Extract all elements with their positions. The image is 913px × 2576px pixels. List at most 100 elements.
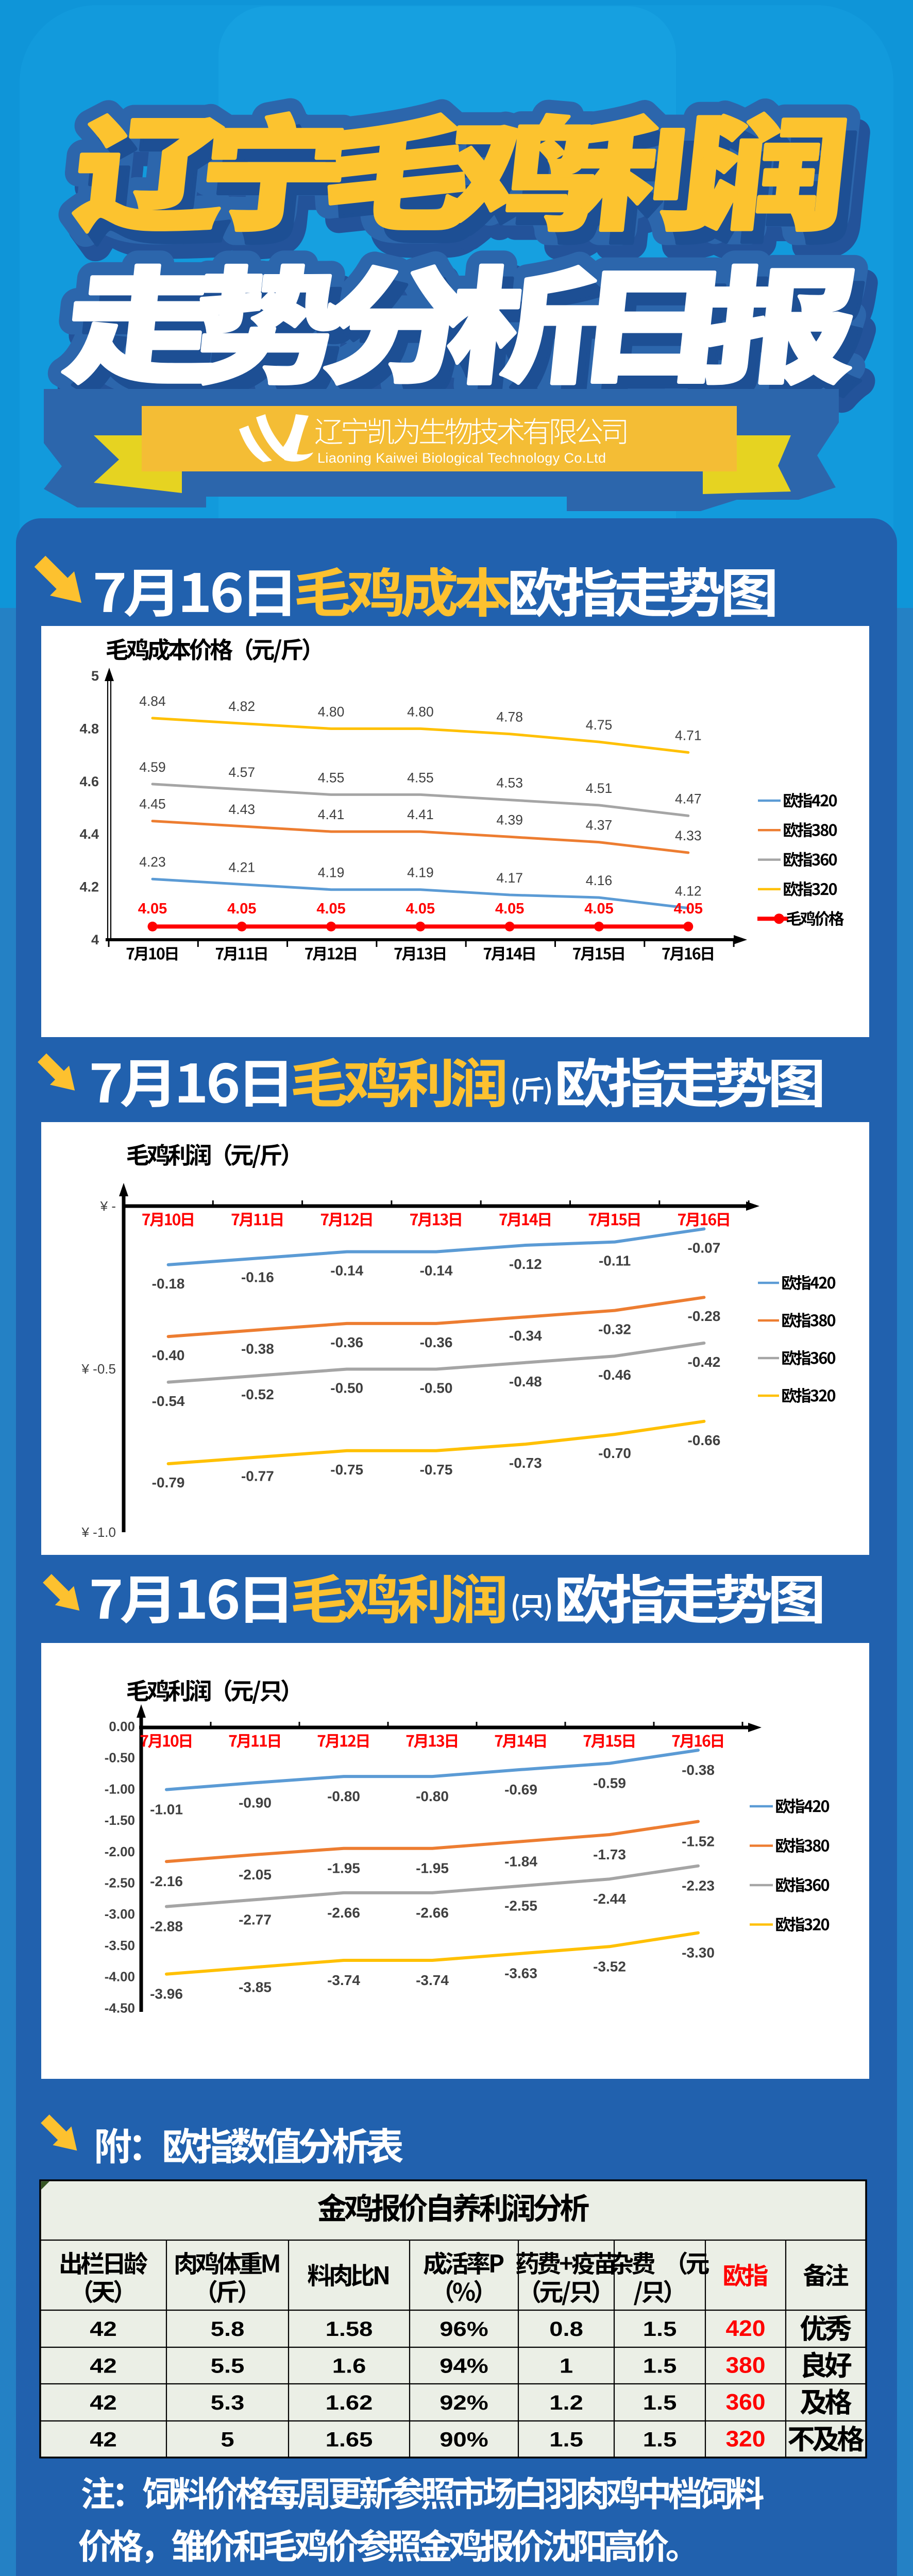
svg-text:5.8: 5.8 [211,2317,245,2341]
svg-text:4.12: 4.12 [675,884,702,899]
svg-text:-0.79: -0.79 [152,1475,185,1490]
svg-text:4.51: 4.51 [586,781,613,796]
svg-text:-1.50: -1.50 [105,1812,135,1828]
svg-text:-2.88: -2.88 [150,1919,183,1935]
svg-text:-3.74: -3.74 [327,1972,360,1988]
svg-text:-0.80: -0.80 [416,1788,449,1804]
svg-text:-0.18: -0.18 [152,1276,185,1292]
svg-text:4.05: 4.05 [227,901,256,917]
svg-text:-0.38: -0.38 [241,1341,274,1357]
svg-text:4.39: 4.39 [496,812,523,827]
svg-text:4.84: 4.84 [139,693,166,709]
svg-text:Liaoning Kaiwei Biological Tec: Liaoning Kaiwei Biological Technology Co… [317,450,606,466]
svg-text:4.59: 4.59 [139,759,166,775]
svg-text:4.21: 4.21 [229,860,256,875]
svg-text:4.05: 4.05 [674,901,703,917]
svg-text:4.23: 4.23 [139,854,166,870]
svg-text:0.8: 0.8 [549,2317,583,2341]
svg-text:4.17: 4.17 [496,870,523,886]
svg-text:-0.34: -0.34 [509,1328,542,1344]
svg-text:-2.23: -2.23 [682,1878,715,1894]
svg-text:-0.42: -0.42 [687,1354,720,1370]
svg-text:1: 1 [560,2354,573,2378]
svg-text:-0.50: -0.50 [420,1380,453,1396]
svg-text:320: 320 [725,2426,765,2452]
svg-text:-2.50: -2.50 [105,1875,135,1891]
svg-text:4.16: 4.16 [586,873,613,888]
svg-text:4.80: 4.80 [318,704,345,719]
svg-text:4.55: 4.55 [318,770,345,785]
svg-text:-1.52: -1.52 [682,1834,715,1850]
svg-text:¥ -: ¥ - [100,1198,116,1214]
svg-text:-0.75: -0.75 [330,1462,363,1478]
svg-text:4.57: 4.57 [229,765,256,780]
svg-text:-2.66: -2.66 [416,1905,449,1921]
svg-text:4.41: 4.41 [318,807,345,822]
svg-text:4.4: 4.4 [79,826,99,842]
svg-text:-1.01: -1.01 [150,1802,183,1818]
svg-text:-0.73: -0.73 [509,1455,542,1471]
svg-text:90%: 90% [439,2428,488,2451]
svg-text:-0.14: -0.14 [420,1263,453,1279]
svg-text:4.05: 4.05 [316,901,345,917]
svg-text:4.47: 4.47 [675,791,702,806]
svg-text:-0.48: -0.48 [509,1374,542,1389]
svg-text:4.2: 4.2 [79,879,99,895]
svg-text:-0.36: -0.36 [420,1334,453,1350]
svg-text:-3.96: -3.96 [150,1986,183,2002]
svg-text:-0.70: -0.70 [598,1445,631,1461]
svg-text:4.53: 4.53 [496,775,523,791]
svg-text:-0.07: -0.07 [687,1240,720,1256]
svg-text:¥ -1.0: ¥ -1.0 [81,1524,116,1540]
svg-text:4.78: 4.78 [496,709,523,725]
svg-text:-4.00: -4.00 [105,1969,135,1985]
svg-text:-2.05: -2.05 [239,1867,272,1883]
svg-text:-0.12: -0.12 [509,1256,542,1272]
svg-text:-0.59: -0.59 [593,1775,626,1791]
svg-text:4.45: 4.45 [139,796,166,812]
svg-text:-0.32: -0.32 [598,1321,631,1337]
svg-text:4.80: 4.80 [407,704,434,719]
svg-text:380: 380 [725,2352,765,2378]
svg-text:-0.46: -0.46 [598,1367,631,1383]
svg-text:4.19: 4.19 [318,865,345,880]
svg-text:-1.00: -1.00 [105,1781,135,1797]
svg-text:420: 420 [725,2315,765,2341]
svg-text:-0.54: -0.54 [152,1393,185,1409]
svg-text:-0.80: -0.80 [327,1788,360,1804]
svg-text:-1.73: -1.73 [593,1846,626,1862]
svg-text:94%: 94% [439,2354,488,2378]
svg-text:-0.75: -0.75 [420,1462,453,1478]
svg-text:360: 360 [725,2389,765,2415]
svg-text:0.00: 0.00 [109,1719,135,1734]
svg-text:-2.44: -2.44 [593,1891,626,1907]
svg-text:-3.30: -3.30 [682,1945,715,1961]
svg-text:-0.14: -0.14 [330,1263,363,1279]
svg-text:4.71: 4.71 [675,728,702,743]
svg-text:-3.63: -3.63 [504,1965,537,1981]
svg-text:4.19: 4.19 [407,865,434,880]
svg-text:-0.66: -0.66 [687,1432,720,1448]
svg-text:1.5: 1.5 [643,2391,677,2414]
svg-text:-1.95: -1.95 [327,1860,360,1876]
svg-text:-2.16: -2.16 [150,1873,183,1889]
svg-text:4.05: 4.05 [584,901,613,917]
svg-text:4.05: 4.05 [495,901,524,917]
svg-text:1.62: 1.62 [326,2391,373,2414]
svg-text:-3.52: -3.52 [593,1958,626,1974]
svg-text:92%: 92% [439,2391,488,2414]
svg-text:-3.00: -3.00 [105,1906,135,1922]
svg-text:-0.69: -0.69 [504,1782,537,1798]
svg-text:4.75: 4.75 [586,717,613,733]
svg-text:4: 4 [91,932,99,947]
svg-text:42: 42 [90,2317,116,2341]
svg-text:4.82: 4.82 [229,699,256,714]
svg-text:1.5: 1.5 [643,2428,677,2451]
svg-text:-0.11: -0.11 [599,1253,631,1269]
svg-text:-3.50: -3.50 [105,1938,135,1953]
svg-text:96%: 96% [439,2317,488,2341]
svg-text:-2.00: -2.00 [105,1844,135,1859]
svg-text:4.37: 4.37 [586,818,613,833]
svg-text:4.6: 4.6 [79,774,99,789]
svg-text:-4.50: -4.50 [105,2000,135,2015]
